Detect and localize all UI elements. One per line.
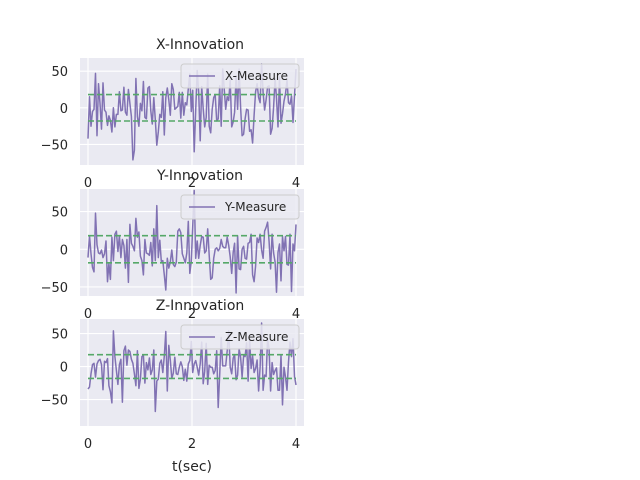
x-tick-label: 4 — [292, 176, 300, 191]
x-tick-label: 4 — [292, 437, 300, 452]
y-tick-label: −50 — [41, 281, 68, 296]
x-tick-label: 2 — [188, 307, 196, 322]
y-tick-label: 0 — [60, 102, 68, 117]
x-tick-label: 4 — [292, 307, 300, 322]
y-tick-label: −50 — [41, 138, 68, 153]
subplot-2: 50 0 −50 0 2 4 Y-Innovation Y-Measure — [41, 168, 304, 322]
subplot-title: Y-Innovation — [156, 168, 243, 184]
legend-box — [180, 63, 300, 89]
x-tick-label: 0 — [84, 437, 92, 452]
x-tick-label: 0 — [84, 307, 92, 322]
y-tick-label: 50 — [51, 65, 68, 80]
series-group — [87, 189, 297, 294]
subplot-title: Z-Innovation — [156, 298, 245, 314]
legend-box — [180, 324, 300, 350]
legend-label: Y-Measure — [224, 200, 286, 214]
y-tick-label: 50 — [51, 328, 68, 343]
y-tick-label: −50 — [41, 394, 68, 409]
x-tick-label: 2 — [188, 176, 196, 191]
y-tick-label: 50 — [51, 206, 68, 221]
legend-box — [180, 194, 300, 220]
x-tick-label: 0 — [84, 176, 92, 191]
subplot-title: X-Innovation — [156, 37, 244, 53]
x-tick-label: 2 — [188, 437, 196, 452]
x-axis-label: t(sec) — [172, 459, 212, 475]
series-y-measure-line — [87, 189, 297, 294]
y-tick-label: 0 — [60, 361, 68, 376]
subplot-1: 50 0 −50 0 2 4 X-Innovation X-Measure — [41, 37, 304, 191]
legend-label: X-Measure — [225, 69, 288, 83]
y-tick-label: 0 — [60, 243, 68, 258]
subplot-3: 50 0 −50 0 2 4 Z-Innovation Z-Measure t(sec) — [41, 298, 304, 475]
legend-label: Z-Measure — [225, 330, 288, 344]
